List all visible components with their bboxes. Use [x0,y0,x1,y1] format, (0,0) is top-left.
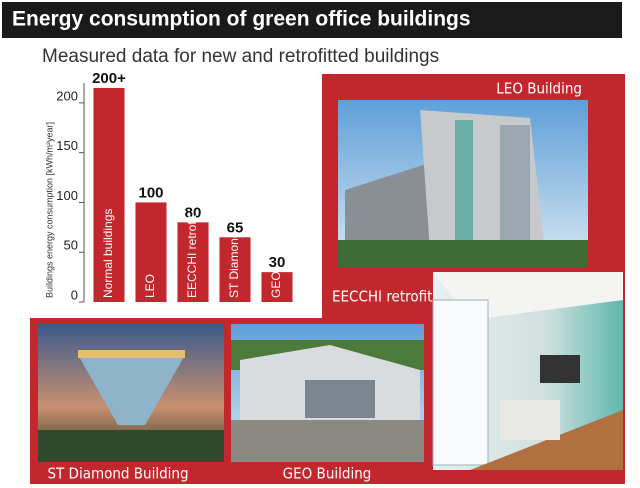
data-label: 30 [269,254,286,271]
data-label: 200+ [92,70,126,87]
y-axis-label: Buildings energy consumption [kWh/m²year… [44,122,54,298]
y-tick-label: 0 [71,287,78,302]
data-label: 65 [227,219,244,236]
photo-caption: LEO Building [496,80,582,98]
y-tick-label: 200 [56,88,78,103]
photo-caption: EECCHI retrofit [332,288,432,306]
y-tick-label: 150 [56,138,78,153]
eecchi-photo [432,272,623,470]
category-label: ST Diamond [227,232,241,298]
title-bar [2,2,622,38]
chart-title: Energy consumption of green office build… [12,8,471,31]
data-label: 100 [138,184,163,201]
bar [93,87,125,302]
geo-photo [231,324,424,462]
category-label: GEO [269,271,283,298]
leo-photo [338,100,588,268]
bar [261,272,293,302]
bar [219,237,251,302]
data-label: 80 [185,204,202,221]
bar [135,202,167,302]
bar [177,222,209,302]
y-tick-label: 100 [56,188,78,203]
category-label: EECCHI retrofit [185,215,199,298]
st-diamond-photo [38,324,224,462]
category-label: Normal buildings [101,209,115,298]
category-label: LEO [143,274,157,298]
chart-subtitle: Measured data for new and retrofitted bu… [42,46,439,67]
photo-caption: GEO Building [283,465,372,483]
photo-caption: ST Diamond Building [47,465,188,483]
y-tick-label: 50 [64,238,78,253]
